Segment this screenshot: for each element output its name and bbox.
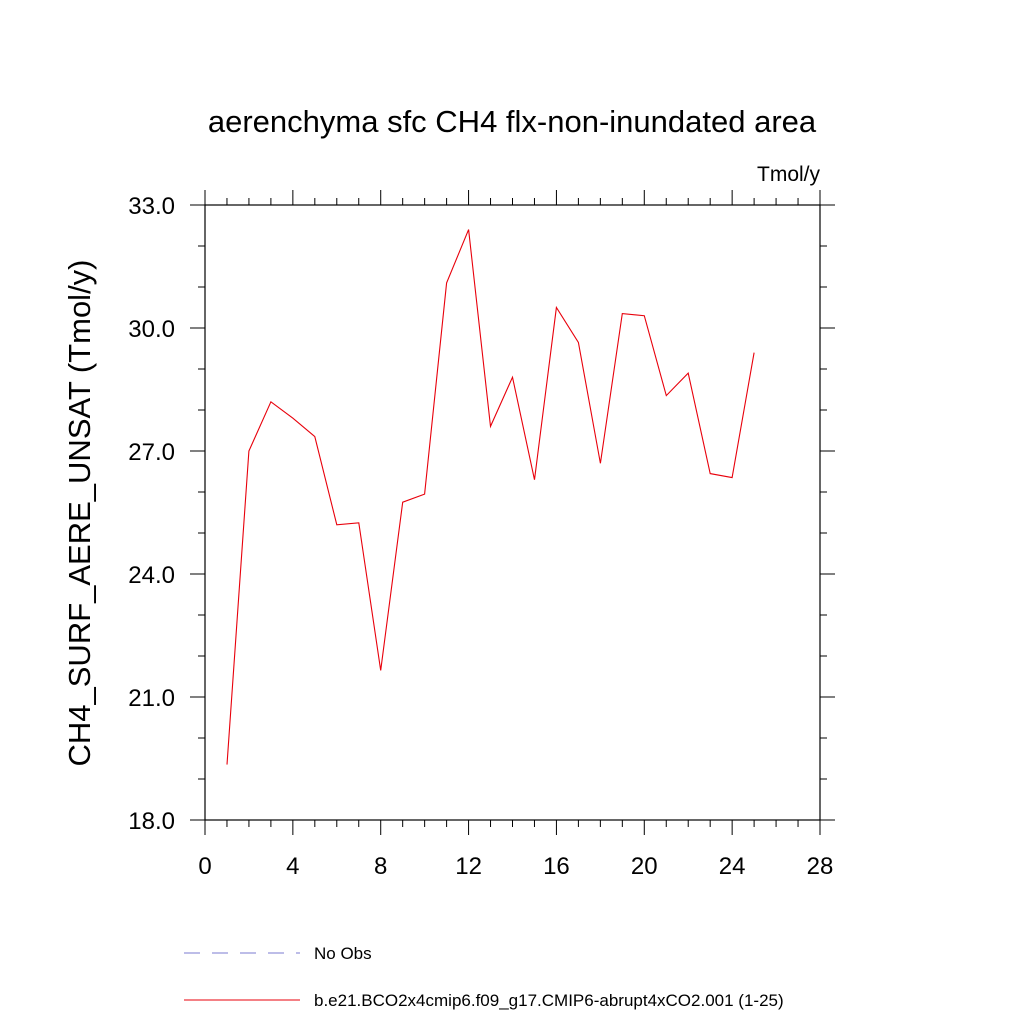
x-tick-label: 24 <box>719 853 746 880</box>
series-layer <box>226 229 755 765</box>
legend-label: b.e21.BCO2x4cmip6.f09_g17.CMIP6-abrupt4x… <box>314 991 784 1010</box>
plot-frame <box>204 204 821 821</box>
axis-ticks <box>190 190 835 835</box>
x-tick-label: 4 <box>286 853 299 880</box>
y-tick-label: 21.0 <box>128 685 175 712</box>
legend: No Obs b.e21.BCO2x4cmip6.f09_g17.CMIP6-ab… <box>184 944 784 1010</box>
y-axis-label: CH4_SURF_AERE_UNSAT (Tmol/y) <box>62 259 97 766</box>
y-tick-label: 33.0 <box>128 193 175 220</box>
x-tick-label: 8 <box>374 853 387 880</box>
y-tick-label: 27.0 <box>128 439 175 466</box>
x-tick-label: 28 <box>807 853 834 880</box>
x-tick-label: 0 <box>198 853 211 880</box>
x-tick-label: 16 <box>543 853 570 880</box>
x-tick-label: 20 <box>631 853 658 880</box>
x-tick-label: 12 <box>455 853 482 880</box>
axis-tick-labels: 0 4 8 12 16 20 24 28 18.0 21.0 24.0 27.0 30.0 33.0 <box>128 193 833 880</box>
units-label: Tmol/y <box>757 163 821 186</box>
y-tick-label: 18.0 <box>128 808 175 835</box>
series-line <box>226 229 755 765</box>
chart-title: aerenchyma sfc CH4 flx-non-inundated are… <box>208 104 817 139</box>
legend-label: No Obs <box>314 944 372 963</box>
y-tick-label: 30.0 <box>128 316 175 343</box>
y-tick-label: 24.0 <box>128 562 175 589</box>
